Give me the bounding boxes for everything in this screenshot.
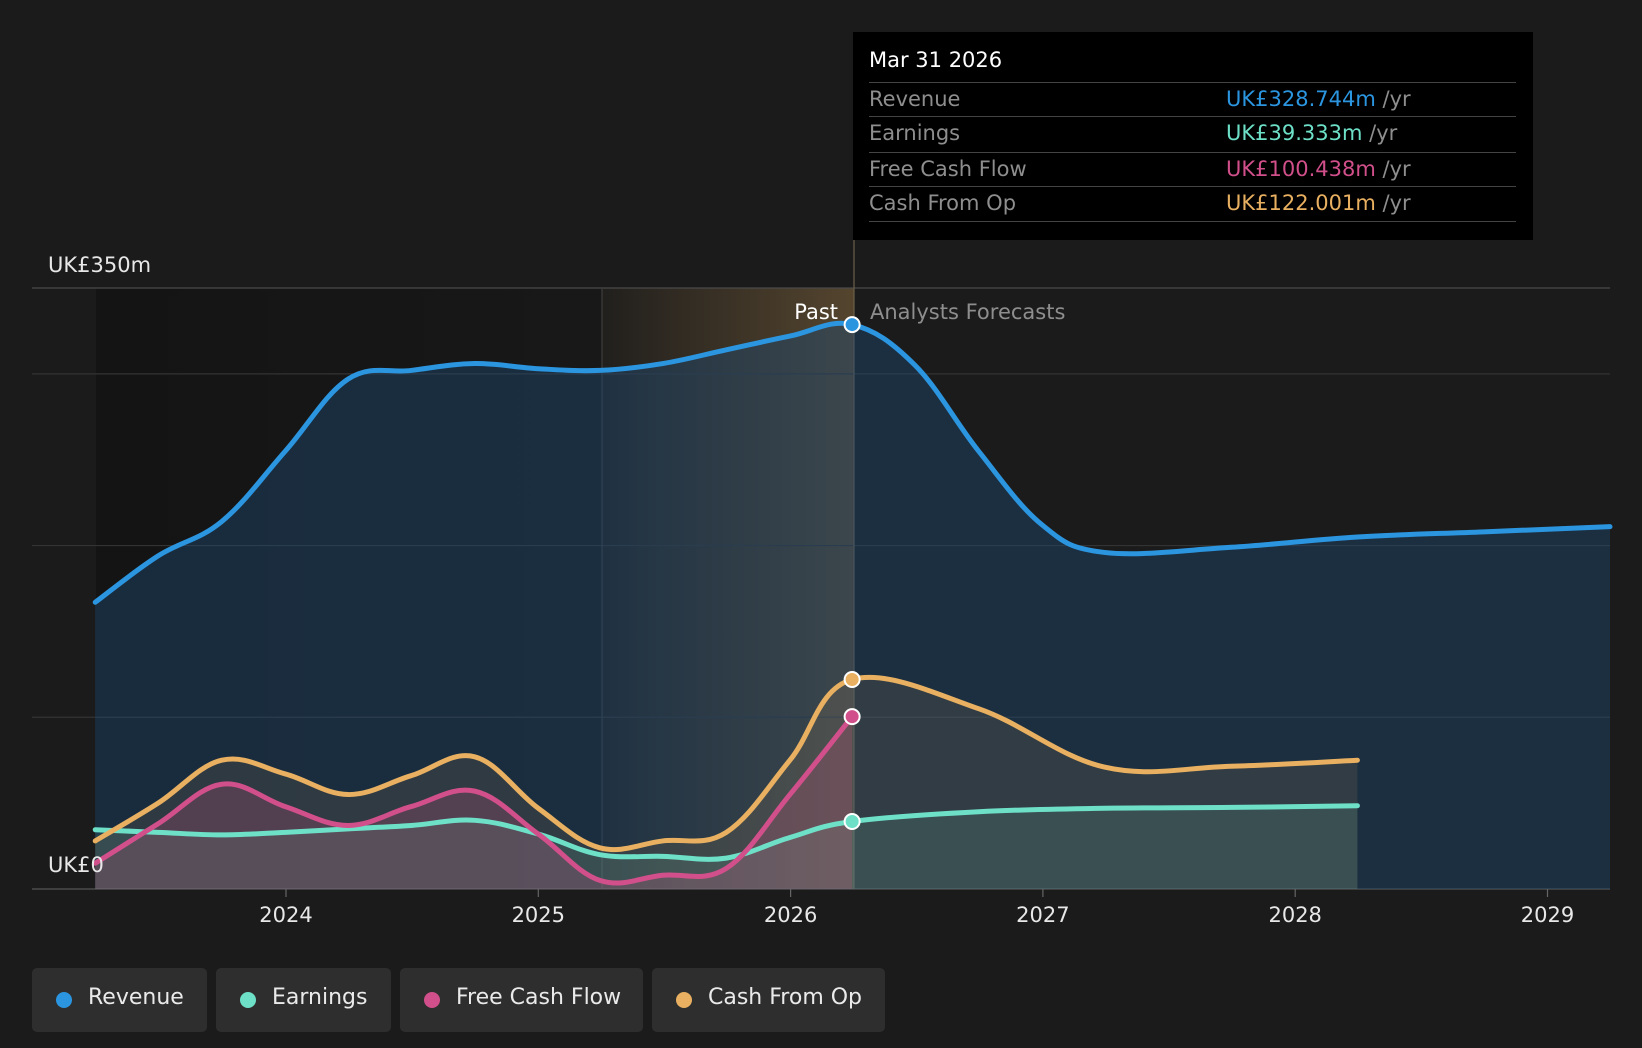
tooltip-value: UK£39.333m /yr bbox=[1226, 121, 1398, 145]
cash-from-op-line bbox=[92, 674, 1360, 853]
revenue-line bbox=[92, 320, 1613, 605]
legend-item-cash-from-op[interactable]: Cash From Op bbox=[652, 968, 885, 1032]
revenue-area bbox=[95, 323, 1610, 890]
legend-label: Cash From Op bbox=[708, 985, 863, 1010]
tooltip-row-free-cash-flow: Free Cash Flow UK£100.438m /yr bbox=[869, 152, 1516, 187]
free-cash-flow-dot-icon bbox=[424, 992, 440, 1008]
earnings-dot-icon bbox=[240, 992, 256, 1008]
tooltip-row-earnings: Earnings UK£39.333m /yr bbox=[869, 116, 1516, 151]
cash-from-op-dot-icon bbox=[676, 992, 692, 1008]
forecast-label: Analysts Forecasts bbox=[870, 300, 1065, 324]
y-axis-zero-label: UK£0 bbox=[48, 853, 104, 877]
tooltip-label: Earnings bbox=[869, 121, 961, 145]
x-tick-label: 2028 bbox=[1268, 903, 1321, 927]
tooltip-row-cash-from-op: Cash From Op UK£122.001m /yr bbox=[869, 186, 1516, 221]
tooltip-value: UK£328.744m /yr bbox=[1226, 87, 1411, 111]
revenue-dot-icon bbox=[56, 992, 72, 1008]
cash-from-op-area bbox=[95, 677, 1358, 889]
x-tick-label: 2026 bbox=[764, 903, 817, 927]
revenue-marker bbox=[843, 316, 861, 334]
free-cash-flow-marker bbox=[843, 708, 861, 726]
tooltip-label: Cash From Op bbox=[869, 191, 1017, 215]
tooltip: Mar 31 2026 Revenue UK£328.744m /yr Earn… bbox=[853, 32, 1533, 240]
legend-item-revenue[interactable]: Revenue bbox=[32, 968, 207, 1032]
legend-item-earnings[interactable]: Earnings bbox=[216, 968, 391, 1032]
x-tick-label: 2024 bbox=[259, 903, 312, 927]
earnings-line bbox=[92, 803, 1360, 862]
earnings-marker bbox=[843, 813, 861, 831]
tooltip-value: UK£100.438m /yr bbox=[1226, 157, 1411, 181]
free-cash-flow-area bbox=[95, 716, 853, 889]
tooltip-label: Free Cash Flow bbox=[869, 157, 1027, 181]
legend-label: Free Cash Flow bbox=[456, 985, 622, 1010]
x-tick-label: 2025 bbox=[512, 903, 565, 927]
legend-label: Revenue bbox=[88, 985, 184, 1010]
x-tick-label: 2029 bbox=[1521, 903, 1574, 927]
legend-item-free-cash-flow[interactable]: Free Cash Flow bbox=[400, 968, 643, 1032]
legend-label: Earnings bbox=[272, 985, 368, 1010]
cash-from-op-marker bbox=[843, 671, 861, 689]
free-cash-flow-line bbox=[92, 714, 855, 886]
highlight-region bbox=[602, 288, 854, 889]
tooltip-date: Mar 31 2026 bbox=[869, 48, 1003, 72]
tooltip-row-revenue: Revenue UK£328.744m /yr bbox=[869, 82, 1516, 117]
y-axis-top-label: UK£350m bbox=[48, 253, 151, 277]
past-label: Past bbox=[794, 300, 838, 324]
tooltip-label: Revenue bbox=[869, 87, 961, 111]
x-tick-label: 2027 bbox=[1016, 903, 1069, 927]
tooltip-value: UK£122.001m /yr bbox=[1226, 191, 1411, 215]
